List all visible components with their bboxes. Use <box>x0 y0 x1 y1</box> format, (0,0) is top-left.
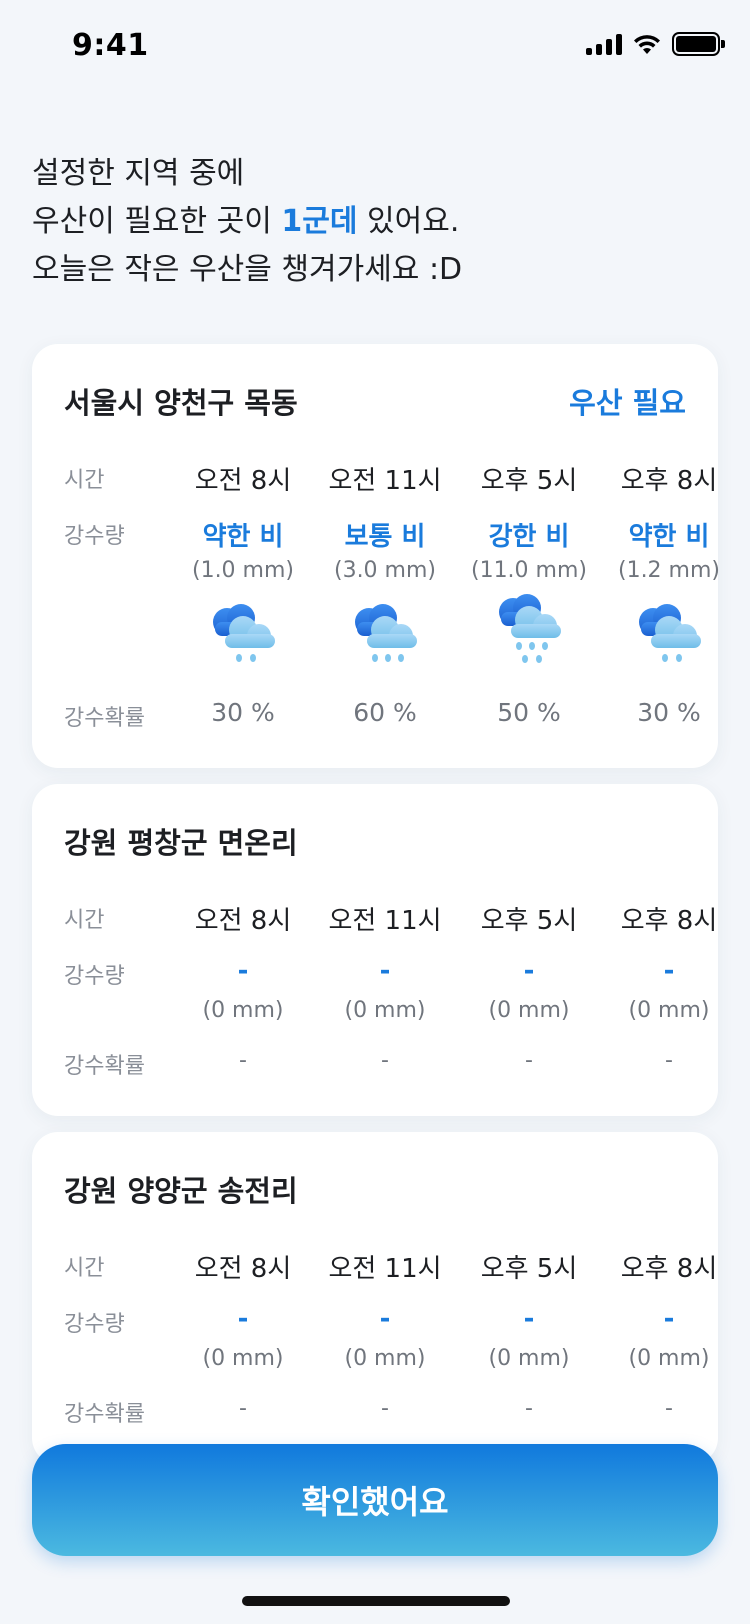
headline: 설정한 지역 중에 우산이 필요한 곳이 1군데 있어요. 오늘은 작은 우산을… <box>32 150 462 294</box>
slot-precip-level: - <box>663 1304 675 1334</box>
slot-time: 오후 5시 <box>480 466 578 496</box>
slot-time: 오후 8시 <box>620 906 718 936</box>
heavy-rain-icon <box>489 594 569 666</box>
umbrella-needed-badge: 우산 필요 <box>569 386 686 420</box>
slot-precip-mm: (0 mm) <box>488 1346 570 1371</box>
probability-row-label: 강수확률 <box>64 1054 145 1079</box>
region-card-songjeon[interactable]: 강원 양양군 송전리 시간 강수량 강수확률 오전 8시 오전 11시 오후 5… <box>32 1132 718 1464</box>
moderate-rain-icon <box>345 600 425 672</box>
region-card-mokdong[interactable]: 서울시 양천구 목동 우산 필요 시간 강수량 강수확률 오전 8시 오전 11… <box>32 344 720 768</box>
confirm-button[interactable]: 확인했어요 <box>32 1444 718 1556</box>
slot-time: 오전 11시 <box>328 906 442 936</box>
slot-precip-mm: (0 mm) <box>202 998 284 1023</box>
light-rain-icon <box>203 600 283 672</box>
slot-probability: - <box>525 1048 533 1073</box>
slot-precip-mm: (1.0 mm) <box>191 558 294 583</box>
slot-precip-level: 약한 비 <box>628 522 710 552</box>
slot-precip-mm: (11.0 mm) <box>470 558 587 583</box>
precip-row-label: 강수량 <box>64 524 125 549</box>
slot-precip-mm: (0 mm) <box>628 1346 710 1371</box>
status-icons <box>586 32 725 56</box>
slot-precip-mm: (1.2 mm) <box>617 558 720 583</box>
slot-probability: 30 % <box>211 698 275 727</box>
slot-precip-level: - <box>663 956 675 986</box>
slot-time: 오후 5시 <box>480 1254 578 1284</box>
umbrella-count: 1군데 <box>281 204 358 239</box>
headline-line-2-suffix: 있어요. <box>357 204 460 239</box>
slot-precip-mm: (3.0 mm) <box>333 558 436 583</box>
time-row-label: 시간 <box>64 908 105 933</box>
slot-probability: - <box>239 1396 247 1421</box>
region-title: 강원 양양군 송전리 <box>64 1174 298 1208</box>
slot-time: 오후 5시 <box>480 906 578 936</box>
probability-row-label: 강수확률 <box>64 1402 145 1427</box>
slot-probability: - <box>665 1396 673 1421</box>
slot-time: 오전 8시 <box>194 1254 292 1284</box>
precip-row-label: 강수량 <box>64 964 125 989</box>
slot-precip-mm: (0 mm) <box>202 1346 284 1371</box>
headline-line-1: 설정한 지역 중에 <box>32 156 245 191</box>
slot-precip-level: - <box>523 956 535 986</box>
probability-row-label: 강수확률 <box>64 706 145 731</box>
cellular-signal-icon <box>586 33 622 55</box>
status-time: 9:41 <box>72 28 149 63</box>
slot-probability: 60 % <box>353 698 417 727</box>
slot-precip-level: 약한 비 <box>202 522 284 552</box>
time-row-label: 시간 <box>64 468 105 493</box>
slot-time: 오전 8시 <box>194 466 292 496</box>
slot-probability: - <box>381 1048 389 1073</box>
home-indicator[interactable] <box>242 1596 510 1606</box>
slot-precip-mm: (0 mm) <box>344 998 426 1023</box>
slot-time: 오전 11시 <box>328 1254 442 1284</box>
slot-precip-mm: (0 mm) <box>344 1346 426 1371</box>
region-title: 서울시 양천구 목동 <box>64 386 298 420</box>
headline-line-3: 오늘은 작은 우산을 챙겨가세요 :D <box>32 252 463 287</box>
slot-precip-level: - <box>523 1304 535 1334</box>
slot-precip-level: - <box>379 956 391 986</box>
slot-probability: 30 % <box>637 698 701 727</box>
battery-icon <box>672 32 725 56</box>
light-rain-icon <box>629 600 709 672</box>
slot-precip-mm: (0 mm) <box>488 998 570 1023</box>
slot-probability: - <box>381 1396 389 1421</box>
region-card-myeonon[interactable]: 강원 평창군 면온리 시간 강수량 강수확률 오전 8시 오전 11시 오후 5… <box>32 784 718 1116</box>
region-title: 강원 평창군 면온리 <box>64 826 298 860</box>
slot-precip-level: - <box>237 1304 249 1334</box>
headline-line-2: 우산이 필요한 곳이 1군데 있어요. <box>32 198 462 246</box>
slot-probability: - <box>665 1048 673 1073</box>
slot-time: 오후 8시 <box>620 1254 718 1284</box>
headline-line-2-prefix: 우산이 필요한 곳이 <box>32 204 282 239</box>
time-row-label: 시간 <box>64 1256 105 1281</box>
status-bar: 9:41 <box>0 0 750 92</box>
slot-precip-level: - <box>237 956 249 986</box>
slot-time: 오전 11시 <box>328 466 442 496</box>
slot-precip-level: 보통 비 <box>344 522 426 552</box>
slot-precip-level: 강한 비 <box>488 522 570 552</box>
wifi-icon <box>634 35 660 54</box>
slot-time: 오후 8시 <box>620 466 718 496</box>
slot-probability: - <box>239 1048 247 1073</box>
slot-time: 오전 8시 <box>194 906 292 936</box>
slot-probability: - <box>525 1396 533 1421</box>
precip-row-label: 강수량 <box>64 1312 125 1337</box>
slot-probability: 50 % <box>497 698 561 727</box>
slot-precip-mm: (0 mm) <box>628 998 710 1023</box>
slot-precip-level: - <box>379 1304 391 1334</box>
